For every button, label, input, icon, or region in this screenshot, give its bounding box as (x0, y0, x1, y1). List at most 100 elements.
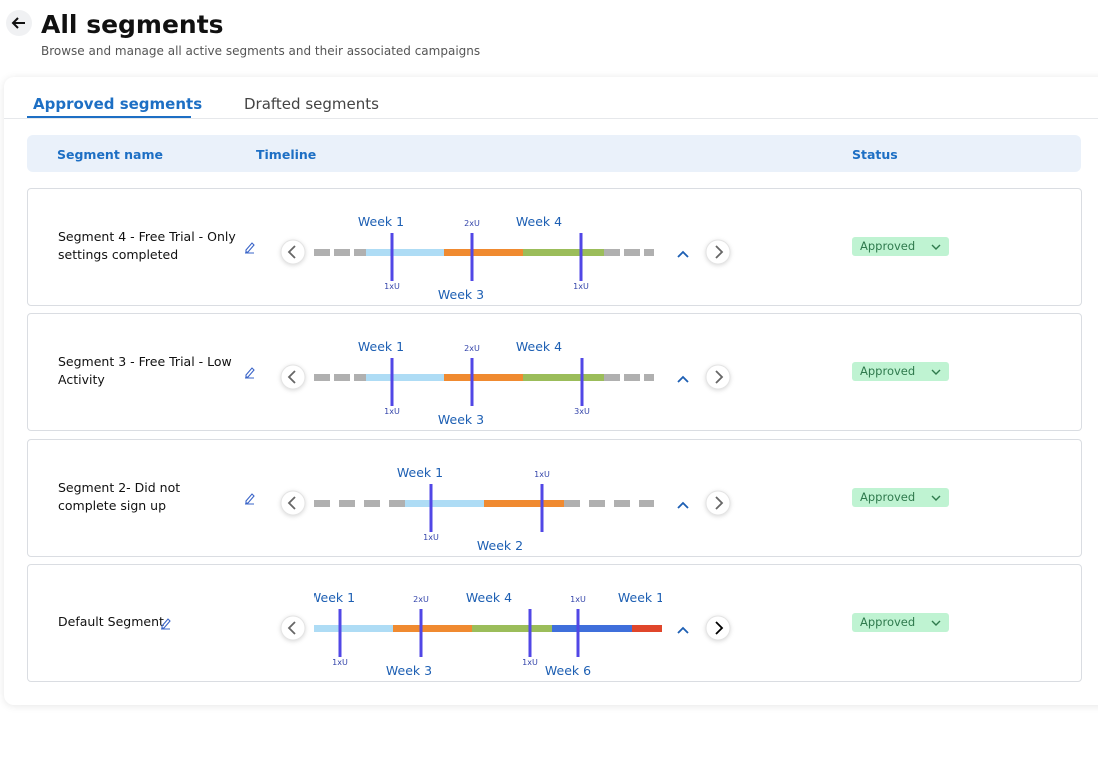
marker (390, 233, 394, 281)
marker-tag: 2xU (413, 595, 429, 604)
gap-segment (314, 500, 330, 507)
segment-name: Segment 2- Did not complete sign up (58, 480, 181, 513)
nav-circle (280, 615, 306, 641)
status-label: Approved (860, 364, 916, 378)
nav-circle (705, 239, 731, 265)
table-header (27, 135, 1081, 172)
segment-row: Default Segment Approved Week 1 1xU 2xU Week … (27, 564, 1082, 682)
marker-tag: 1xU (534, 470, 550, 479)
status-dropdown[interactable]: Approved (852, 362, 949, 381)
gap-segment (614, 500, 630, 507)
page-subtitle: Browse and manage all active segments an… (41, 44, 481, 58)
segment-name: Segment 3 - Free Trial - Low Activity (58, 354, 232, 387)
gap-segment (589, 500, 605, 507)
status-dropdown[interactable]: Approved (852, 488, 949, 507)
timeline-track: Week 1 1xU 2xU Week 3 Week 4 3xU (314, 339, 654, 427)
week-label: Week 4 (516, 214, 562, 229)
marker-tag: 1xU (332, 658, 348, 667)
gap-segment (639, 500, 654, 507)
marker (580, 358, 584, 406)
gap-segment (314, 249, 330, 256)
gap-segment (334, 249, 350, 256)
gap-segment (389, 500, 405, 507)
page-title: All segments (41, 10, 224, 39)
tab-active[interactable]: Approved segments (33, 95, 203, 113)
nav-circle (705, 615, 731, 641)
marker-tag: 2xU (464, 219, 480, 228)
marker (528, 609, 532, 657)
nav-button[interactable] (280, 239, 306, 265)
week-segment (366, 374, 444, 381)
divider (4, 118, 1098, 119)
marker (419, 609, 423, 657)
timeline: Week 1 1xU 2xU Week 3 Week 4 3xU (245, 339, 731, 427)
nav-chevron (715, 245, 724, 259)
gap-segment (314, 374, 330, 381)
marker (540, 484, 544, 532)
gap-segment (604, 249, 620, 256)
gap-segment (339, 500, 355, 507)
nav-button[interactable] (705, 239, 731, 265)
dropdown-chevron (931, 620, 941, 626)
week-label: Week 3 (438, 412, 484, 427)
week-label: Week 3 (438, 287, 484, 302)
week-segment (405, 500, 484, 507)
column-header: Status (852, 147, 898, 162)
week-label: Week 1 (397, 465, 443, 480)
nav-button[interactable] (280, 490, 306, 516)
gap-segment (644, 374, 654, 381)
gap-segment (354, 249, 366, 256)
collapse-chevron[interactable] (677, 375, 689, 383)
nav-chevron (287, 496, 296, 510)
nav-button[interactable] (280, 364, 306, 390)
status-label: Approved (860, 490, 916, 504)
edit-icon[interactable] (245, 367, 255, 379)
tab-underline (27, 116, 191, 118)
edit-icon[interactable] (245, 242, 255, 254)
collapse-chevron[interactable] (677, 501, 689, 509)
status-label: Approved (860, 239, 916, 253)
tab[interactable]: Drafted segments (244, 95, 379, 113)
week-label: Week 1 (618, 590, 664, 605)
nav-button[interactable] (705, 615, 731, 641)
gap-segment (354, 374, 366, 381)
nav-chevron (287, 370, 296, 384)
week-label: Week 3 (386, 663, 432, 678)
status-dropdown[interactable]: Approved (852, 237, 949, 256)
edit-icon[interactable] (161, 618, 171, 630)
timeline: Week 1 1xU 2xU Week 3 Week 4 1xU (245, 214, 731, 302)
nav-button[interactable] (705, 490, 731, 516)
week-label: Week 6 (545, 663, 591, 678)
week-segment (484, 500, 564, 507)
marker (390, 358, 394, 406)
chevron-path (931, 244, 941, 250)
nav-circle (705, 364, 731, 390)
chevron-path (931, 620, 941, 626)
marker-tag: 1xU (384, 407, 400, 416)
week-segment (632, 625, 662, 632)
nav-circle (280, 364, 306, 390)
dropdown-chevron (931, 244, 941, 250)
edit-icon[interactable] (245, 493, 255, 505)
collapse-chevron[interactable] (677, 250, 689, 258)
nav-circle (280, 490, 306, 516)
nav-circle (705, 490, 731, 516)
segment-name: Segment 4 - Free Trial - Only settings c… (58, 229, 236, 262)
status-dropdown[interactable]: Approved (852, 613, 949, 632)
marker-tag: 1xU (573, 282, 589, 291)
marker (579, 233, 583, 281)
timeline-track: Week 1 1xU 2xU Week 3 Week 4 1xU (314, 214, 654, 302)
nav-button[interactable] (705, 364, 731, 390)
week-segment (444, 374, 523, 381)
marker (338, 609, 342, 657)
gap-segment (364, 500, 380, 507)
marker (470, 233, 474, 281)
collapse-chevron[interactable] (677, 626, 689, 634)
week-label: Week 1 (358, 214, 404, 229)
back-button[interactable] (6, 10, 32, 36)
nav-button[interactable] (280, 615, 306, 641)
back-icon (11, 17, 25, 29)
nav-chevron (715, 621, 724, 635)
gap-segment (334, 374, 350, 381)
